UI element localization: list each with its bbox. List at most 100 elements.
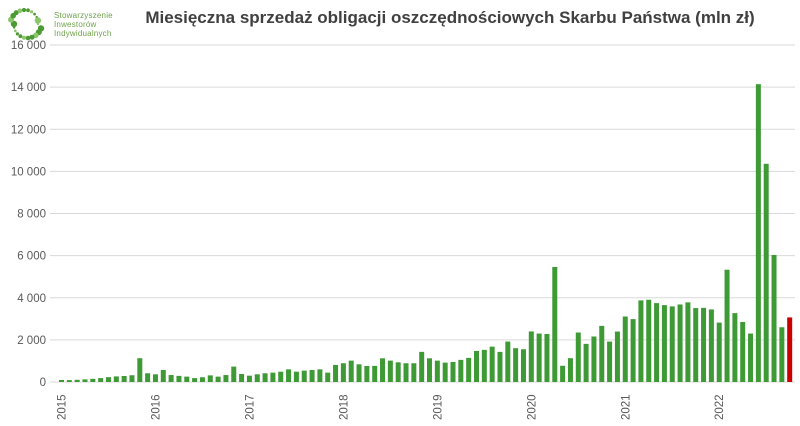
bar (380, 358, 386, 382)
x-axis-year-label: 2017 (244, 394, 256, 420)
bar (497, 351, 503, 382)
logo-dot (34, 17, 42, 24)
bar (481, 349, 487, 382)
x-axis-year-label: 2018 (338, 394, 350, 420)
bar (192, 378, 198, 382)
bar (152, 374, 158, 382)
bar (254, 374, 260, 382)
bar (654, 303, 660, 382)
y-axis-tick-label: 16 000 (11, 40, 46, 52)
logo-dot (13, 10, 19, 16)
bar (74, 379, 80, 382)
bar (160, 369, 166, 382)
bar (168, 375, 174, 382)
bar (317, 369, 323, 382)
logo-dot (10, 20, 18, 28)
bar (82, 379, 88, 382)
logo-dot (21, 7, 27, 13)
bar (145, 373, 151, 382)
bar (599, 325, 605, 382)
bar (701, 307, 707, 382)
bar (740, 321, 746, 382)
logo-dot (21, 35, 27, 40)
bar (669, 306, 675, 382)
bar (403, 363, 409, 382)
bar (544, 333, 550, 382)
bar (309, 369, 315, 382)
y-axis-tick-label: 0 (40, 377, 46, 389)
logo-dot (26, 8, 30, 13)
bar (286, 369, 292, 382)
bar (411, 363, 417, 382)
bar (176, 375, 182, 382)
bar (513, 348, 519, 382)
bar (66, 380, 72, 382)
bar (239, 374, 245, 382)
bar (325, 372, 331, 382)
y-axis-tick-label: 4 000 (17, 293, 46, 305)
bar (708, 309, 714, 382)
bar (552, 267, 558, 382)
logo-dot (18, 34, 23, 39)
bar (387, 360, 393, 382)
sii-logo-icon (8, 7, 45, 41)
bar (724, 269, 730, 382)
bar (567, 358, 573, 382)
bar (364, 365, 370, 382)
bar (372, 365, 378, 382)
x-axis-year-label: 2022 (714, 394, 726, 420)
bar (246, 375, 252, 382)
bar (348, 360, 354, 382)
bar (113, 376, 119, 382)
bar (536, 333, 542, 382)
y-axis-tick-label: 2 000 (17, 335, 46, 347)
y-axis-tick-label: 14 000 (11, 82, 46, 94)
logo-line-3: Indywidualnych (54, 28, 112, 38)
bar (262, 373, 268, 382)
bar (489, 346, 495, 382)
bar (395, 362, 401, 382)
bar (614, 331, 620, 382)
sii-logo-text: Stowarzyszenie Inwestorów Indywidualnych (54, 11, 113, 38)
bar (270, 372, 276, 382)
y-axis-tick-label: 8 000 (17, 209, 46, 221)
bar (184, 376, 190, 382)
logo-line-2: Inwestorów (54, 19, 97, 29)
sii-logo: Stowarzyszenie Inwestorów Indywidualnych (6, 3, 113, 45)
logo-dot (17, 8, 23, 14)
bar (630, 319, 636, 382)
logo-dot (33, 12, 36, 16)
bar (278, 371, 284, 382)
bar (59, 380, 64, 382)
logo-line-1: Stowarzyszenie (54, 10, 113, 20)
bar (223, 375, 229, 382)
bar (129, 375, 135, 382)
bar (442, 362, 448, 382)
y-axis-tick-label: 10 000 (11, 166, 46, 178)
bar (434, 360, 440, 382)
bar (646, 299, 652, 382)
bar (575, 332, 581, 382)
x-axis-year-label: 2021 (620, 394, 632, 420)
bar (638, 300, 644, 382)
bar (693, 308, 699, 382)
bar (528, 331, 534, 382)
bar-latest-month (787, 317, 793, 382)
bar (340, 363, 346, 382)
bar (779, 327, 785, 382)
bar (466, 357, 472, 382)
bar (458, 359, 464, 382)
bar (215, 376, 221, 382)
bar (427, 358, 433, 382)
logo-dot (13, 29, 17, 33)
bar (622, 316, 628, 382)
bar (755, 84, 761, 383)
logo-dot (29, 34, 35, 40)
y-axis-tick-label: 6 000 (17, 251, 46, 263)
bar (560, 365, 566, 382)
bar (716, 322, 722, 382)
bar (333, 364, 339, 382)
bar (293, 371, 299, 382)
bar (685, 302, 691, 382)
logo-dot (30, 10, 34, 14)
